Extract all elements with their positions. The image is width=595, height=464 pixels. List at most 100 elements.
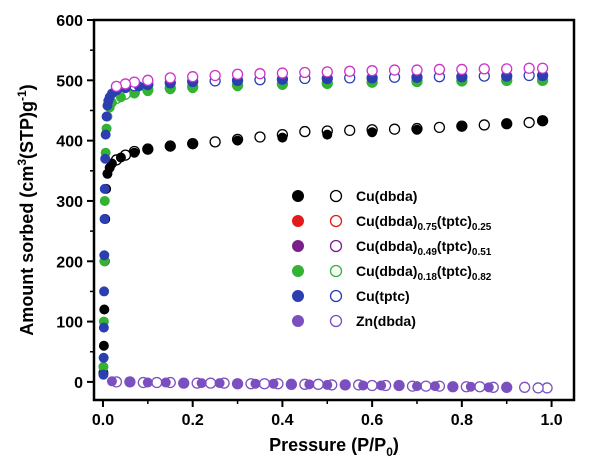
adsorption-point <box>124 376 135 387</box>
adsorption-point <box>160 377 171 388</box>
desorption-point <box>474 381 486 393</box>
adsorption-point <box>129 147 140 158</box>
adsorption-point <box>456 121 467 132</box>
desorption-point <box>254 68 266 80</box>
adsorption-point <box>537 115 548 126</box>
desorption-point <box>388 123 401 135</box>
adsorption-point <box>98 322 109 333</box>
x-tick-label: 0.4 <box>271 412 293 429</box>
plot-frame <box>92 18 576 402</box>
desorption-point <box>209 136 221 148</box>
x-tick-label: 0.6 <box>361 412 383 429</box>
y-tick-label: 100 <box>56 315 83 332</box>
x-tick-label: 0.2 <box>182 412 204 429</box>
adsorption-point <box>187 139 198 150</box>
desorption-point <box>254 131 266 143</box>
desorption-point <box>344 65 356 77</box>
adsorption-point <box>232 135 243 146</box>
adsorption-point <box>394 380 405 391</box>
adsorption-point <box>115 152 126 163</box>
adsorption-point <box>99 195 110 206</box>
legend-filled-marker <box>292 265 304 277</box>
adsorption-point <box>447 381 458 392</box>
adsorption-point <box>340 379 351 390</box>
desorption-point <box>276 67 289 79</box>
desorption-point <box>536 62 549 74</box>
desorption-point <box>388 64 401 76</box>
legend-open-marker <box>329 239 343 253</box>
legend-label: Cu(dbda)0.18(tptc)0.82 <box>356 263 492 283</box>
desorption-point <box>204 377 217 389</box>
adsorption-point <box>304 379 315 390</box>
adsorption-point <box>268 378 279 389</box>
legend-label: Cu(dbda)0.49(tptc)0.51 <box>356 238 492 258</box>
adsorption-point <box>286 379 297 390</box>
desorption-point <box>532 382 544 394</box>
y-tick-label: 300 <box>56 194 83 211</box>
desorption-point <box>519 381 531 393</box>
y-axis-title: Amount sorbed (cm3(STP)g-1) <box>15 84 37 335</box>
desorption-point <box>258 378 271 390</box>
y-tick-label: 200 <box>56 254 83 271</box>
desorption-point <box>321 66 333 78</box>
x-axis-ticks: 0.0 0.2 0.4 0.6 0.8 1.0 <box>92 400 563 429</box>
adsorption-point <box>358 380 369 391</box>
series-group <box>98 115 549 378</box>
adsorption-point <box>99 183 110 194</box>
legend-open-marker <box>329 214 343 228</box>
x-tick-label: 0.8 <box>451 412 473 429</box>
x-tick-label: 0.0 <box>92 412 114 429</box>
adsorption-point <box>99 286 110 297</box>
adsorption-point <box>100 129 111 140</box>
adsorption-point <box>142 377 153 388</box>
adsorption-point <box>232 378 243 389</box>
desorption-point <box>478 119 490 131</box>
desorption-point <box>478 63 490 75</box>
legend-label: Cu(dbda) <box>356 188 417 204</box>
desorption-point <box>411 64 423 76</box>
y-tick-label: 600 <box>56 13 83 30</box>
adsorption-point <box>106 376 117 387</box>
legend-open-marker <box>329 289 343 303</box>
y-axis-ticks: 0 100 200 300 400 500 600 <box>56 13 94 392</box>
adsorption-point <box>98 352 109 363</box>
adsorption-point <box>214 378 225 389</box>
y-tick-label: 0 <box>74 375 83 392</box>
series-group <box>110 62 549 92</box>
legend-label: Zn(dbda) <box>356 313 416 329</box>
desorption-point <box>433 63 446 76</box>
adsorption-point <box>411 124 422 135</box>
desorption-point <box>501 63 513 75</box>
adsorption-point <box>367 127 378 138</box>
desorption-point <box>523 62 535 74</box>
adsorption-point <box>99 304 110 315</box>
desorption-point <box>312 378 324 390</box>
adsorption-point <box>501 382 512 393</box>
desorption-point <box>164 72 176 84</box>
desorption-point <box>366 65 378 77</box>
adsorption-point <box>99 250 110 261</box>
legend-label: Cu(tptc) <box>356 288 410 304</box>
desorption-point <box>523 116 535 129</box>
desorption-point <box>299 66 311 79</box>
desorption-point <box>366 379 378 392</box>
legend-filled-marker <box>292 215 304 227</box>
adsorption-point <box>178 378 189 389</box>
desorption-point <box>433 121 446 134</box>
x-axis-title: Pressure (P/P0) <box>269 435 399 459</box>
adsorption-point <box>429 381 440 392</box>
legend-open-marker <box>329 264 343 278</box>
adsorption-point <box>250 378 261 389</box>
adsorption-point <box>376 380 387 391</box>
adsorption-point <box>322 379 333 390</box>
adsorption-point <box>196 378 207 389</box>
adsorption-point <box>142 144 153 155</box>
adsorption-point <box>98 340 109 351</box>
desorption-point <box>151 376 163 389</box>
desorption-point <box>456 63 468 76</box>
adsorption-point <box>165 141 176 152</box>
adsorption-point <box>277 132 288 143</box>
desorption-point <box>142 74 154 86</box>
y-tick-label: 500 <box>56 73 83 90</box>
